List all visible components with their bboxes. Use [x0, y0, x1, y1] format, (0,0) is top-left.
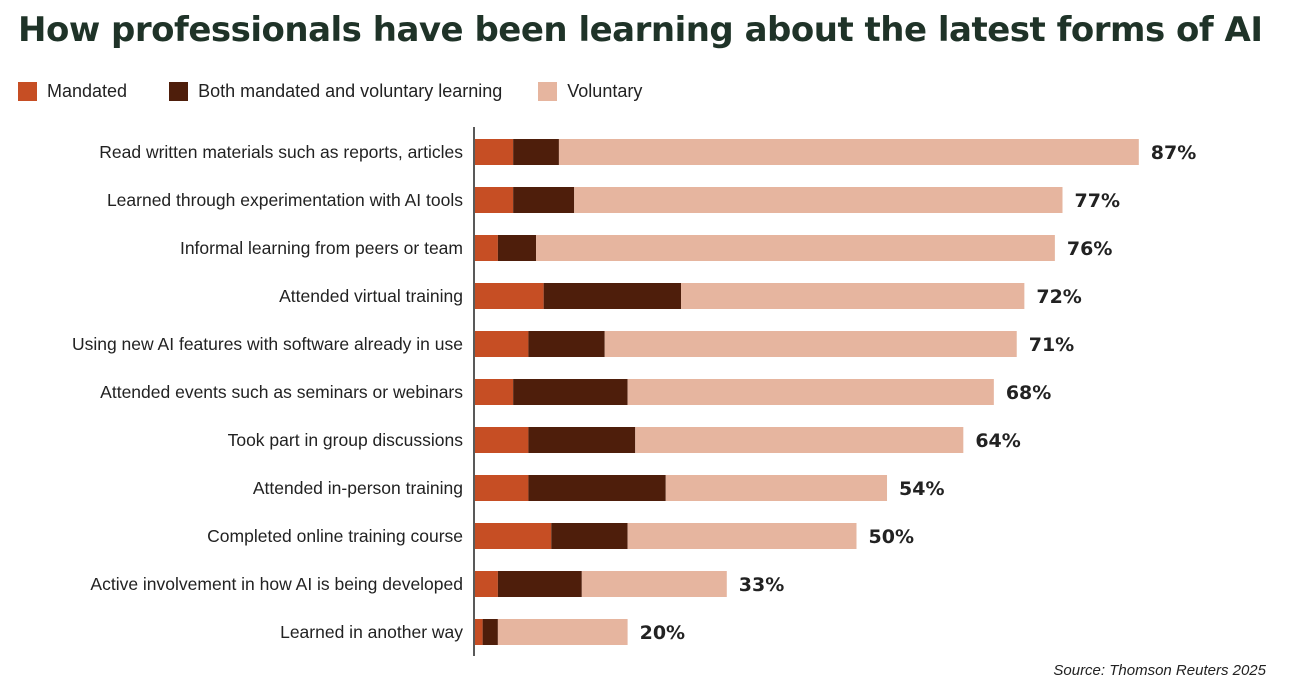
bar-segment-both: [513, 379, 628, 405]
bar-segment-both: [543, 283, 682, 309]
bar-segment-voluntary: [604, 331, 1017, 357]
legend-item-mandated: Mandated: [18, 81, 127, 102]
bar-segment-both: [528, 475, 666, 501]
bar-segment-mandated: [475, 331, 529, 357]
category-label: Attended events such as seminars or webi…: [100, 382, 463, 402]
total-label: 54%: [899, 478, 944, 500]
category-label: Attended in-person training: [253, 478, 463, 498]
legend-label-both: Both mandated and voluntary learning: [198, 80, 503, 101]
total-label: 76%: [1067, 238, 1112, 260]
bar-segment-both: [513, 139, 559, 165]
bar-segment-mandated: [475, 619, 483, 645]
bar-segment-voluntary: [627, 523, 857, 549]
bar-segment-voluntary: [497, 619, 628, 645]
source-note: Source: Thomson Reuters 2025: [1053, 662, 1266, 679]
legend-label-voluntary: Voluntary: [567, 80, 643, 101]
bar-segment-voluntary: [558, 139, 1139, 165]
legend-item-both: Both mandated and voluntary learning: [169, 81, 502, 102]
bar-segment-mandated: [475, 139, 514, 165]
legend-swatch-mandated: [18, 81, 37, 101]
chart-title: How professionals have been learning abo…: [18, 10, 1263, 50]
category-label: Took part in group discussions: [228, 430, 464, 450]
total-label: 72%: [1036, 286, 1081, 308]
legend-item-voluntary: Voluntary: [538, 81, 642, 102]
total-label: 50%: [869, 526, 914, 548]
category-label: Active involvement in how AI is being de…: [90, 574, 463, 594]
bar-segment-mandated: [475, 235, 498, 261]
bar-segment-both: [482, 619, 498, 645]
bar-segment-mandated: [475, 283, 544, 309]
legend-swatch-voluntary: [538, 81, 558, 101]
bar-segment-both: [513, 187, 575, 213]
bar-segment-voluntary: [665, 475, 888, 501]
bar-segment-both: [497, 235, 537, 261]
bar-segment-voluntary: [581, 571, 727, 597]
bar-segment-mandated: [475, 571, 498, 597]
bar-segment-voluntary: [574, 187, 1063, 213]
bar-segment-mandated: [475, 187, 514, 213]
bar-segment-mandated: [475, 475, 529, 501]
total-label: 64%: [975, 430, 1020, 452]
total-label: 68%: [1006, 382, 1051, 404]
category-label: Learned in another way: [280, 622, 463, 642]
bar-segment-both: [551, 523, 628, 549]
bar-segment-mandated: [475, 379, 514, 405]
category-label: Using new AI features with software alre…: [72, 334, 463, 354]
category-label: Informal learning from peers or team: [180, 238, 463, 258]
bar-segment-voluntary: [627, 379, 994, 405]
category-label: Read written materials such as reports, …: [99, 142, 463, 162]
category-label: Attended virtual training: [279, 286, 463, 306]
total-label: 20%: [640, 622, 685, 644]
bar-segment-both: [528, 427, 636, 453]
total-label: 71%: [1029, 334, 1074, 356]
total-label: 33%: [739, 574, 784, 596]
legend: Mandated Both mandated and voluntary lea…: [18, 80, 642, 102]
bar-segment-both: [528, 331, 605, 357]
bar-segment-voluntary: [536, 235, 1055, 261]
category-label: Learned through experimentation with AI …: [107, 190, 463, 210]
total-label: 87%: [1151, 142, 1196, 164]
bar-segment-voluntary: [681, 283, 1025, 309]
bar-segment-mandated: [475, 427, 529, 453]
bar-segment-voluntary: [635, 427, 964, 453]
total-label: 77%: [1075, 190, 1120, 212]
bar-segment-both: [497, 571, 582, 597]
legend-label-mandated: Mandated: [47, 80, 128, 101]
bar-segment-mandated: [475, 523, 552, 549]
category-label: Completed online training course: [207, 526, 463, 546]
legend-swatch-both: [169, 81, 189, 101]
